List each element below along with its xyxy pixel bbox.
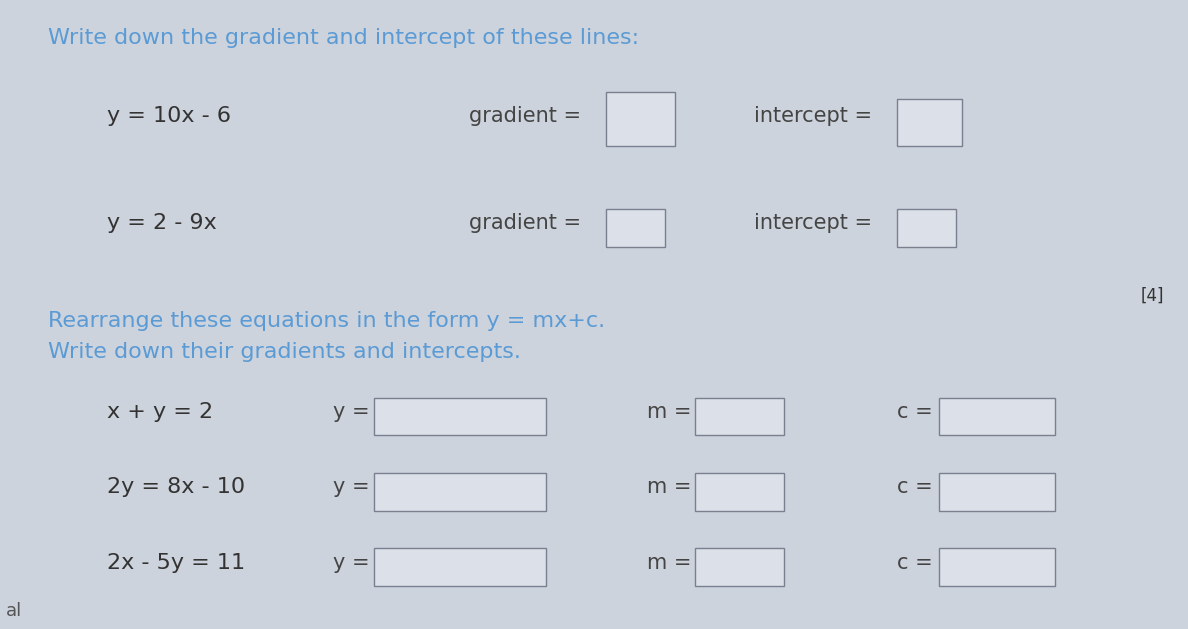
Text: m =: m = [647,553,691,573]
Text: y = 2 - 9x: y = 2 - 9x [107,213,216,233]
FancyBboxPatch shape [374,473,546,511]
Text: y =: y = [333,402,369,422]
Text: intercept =: intercept = [754,106,872,126]
FancyBboxPatch shape [374,398,546,435]
FancyBboxPatch shape [695,398,784,435]
Text: 2y = 8x - 10: 2y = 8x - 10 [107,477,245,498]
FancyBboxPatch shape [606,92,675,146]
FancyBboxPatch shape [939,473,1055,511]
FancyBboxPatch shape [939,398,1055,435]
Text: intercept =: intercept = [754,213,872,233]
Text: gradient =: gradient = [469,106,581,126]
FancyBboxPatch shape [939,548,1055,586]
FancyBboxPatch shape [374,548,546,586]
Text: y =: y = [333,477,369,498]
Text: Rearrange these equations in the form y = mx+c.: Rearrange these equations in the form y … [48,311,605,331]
Text: al: al [6,601,23,620]
Text: x + y = 2: x + y = 2 [107,402,213,422]
FancyBboxPatch shape [695,473,784,511]
FancyBboxPatch shape [897,99,962,146]
Text: c =: c = [897,553,933,573]
Text: [4]: [4] [1140,287,1164,304]
Text: m =: m = [647,477,691,498]
Text: m =: m = [647,402,691,422]
Text: c =: c = [897,477,933,498]
Text: Write down the gradient and intercept of these lines:: Write down the gradient and intercept of… [48,28,639,48]
FancyBboxPatch shape [606,209,665,247]
Text: gradient =: gradient = [469,213,581,233]
FancyBboxPatch shape [897,209,956,247]
Text: y = 10x - 6: y = 10x - 6 [107,106,230,126]
Text: y =: y = [333,553,369,573]
FancyBboxPatch shape [695,548,784,586]
Text: Write down their gradients and intercepts.: Write down their gradients and intercept… [48,342,520,362]
Text: 2x - 5y = 11: 2x - 5y = 11 [107,553,245,573]
Text: c =: c = [897,402,933,422]
